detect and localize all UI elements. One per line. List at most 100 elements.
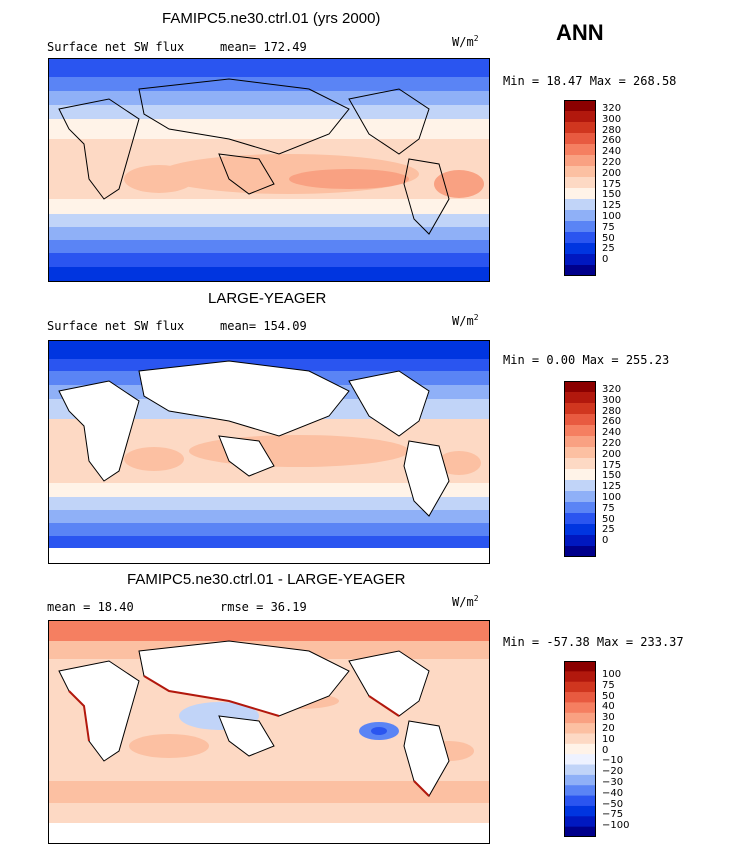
colorbar-tick-label: 220 xyxy=(602,157,622,168)
colorbar-swatch xyxy=(564,702,596,714)
colorbar-swatch xyxy=(564,243,596,255)
colorbar-swatch xyxy=(564,692,596,703)
panel-1-minmax: Min = 18.47 Max = 268.58 xyxy=(503,74,677,88)
colorbar-swatch xyxy=(564,144,596,156)
colorbar-swatch xyxy=(564,436,596,448)
panel-2-units: W/m2 xyxy=(452,313,479,328)
colorbar-swatch xyxy=(564,425,596,437)
colorbar-swatch xyxy=(564,826,596,837)
colorbar-swatch xyxy=(564,743,596,755)
colorbar-tick-label: 25 xyxy=(602,524,615,536)
colorbar-swatch xyxy=(564,661,596,672)
colorbar-swatch xyxy=(564,265,596,276)
panel-1-title: FAMIPC5.ne30.ctrl.01 (yrs 2000) xyxy=(162,10,381,27)
colorbar-swatch xyxy=(564,671,596,683)
colorbar-tick-label: 175 xyxy=(602,178,622,190)
colorbar-swatch xyxy=(564,122,596,134)
colorbar-swatch xyxy=(564,133,596,145)
colorbar-swatch xyxy=(564,458,596,470)
colorbar-swatch xyxy=(564,774,596,786)
colorbar-swatch xyxy=(564,447,596,459)
colorbar-swatch xyxy=(564,232,596,244)
colorbar-tick-label: 175 xyxy=(602,459,622,471)
colorbar-swatch xyxy=(564,469,596,481)
panel-1-map xyxy=(48,58,490,282)
colorbar-tick-label: 300 xyxy=(602,394,622,406)
panel-2-colorbar xyxy=(564,381,596,557)
colorbar-tick-label: 50 xyxy=(602,690,615,702)
colorbar-swatch xyxy=(564,414,596,426)
colorbar-tick-label: 100 xyxy=(602,669,622,680)
colorbar-tick-label: −10 xyxy=(602,755,624,767)
colorbar-tick-label: −40 xyxy=(602,787,624,799)
colorbar-tick-label: 25 xyxy=(602,243,615,255)
colorbar-tick-label: 30 xyxy=(602,712,615,724)
colorbar-swatch xyxy=(564,480,596,492)
colorbar-tick-label: 200 xyxy=(602,448,622,460)
colorbar-swatch xyxy=(564,524,596,536)
colorbar-tick-label: 50 xyxy=(602,513,615,525)
colorbar-tick-label: 150 xyxy=(602,189,622,201)
colorbar-swatch xyxy=(564,502,596,514)
colorbar-swatch xyxy=(564,177,596,189)
colorbar-swatch xyxy=(564,816,596,828)
colorbar-tick-label: 0 xyxy=(602,254,609,266)
colorbar-swatch xyxy=(564,535,596,547)
colorbar-swatch xyxy=(564,221,596,233)
panel-3-units: W/m2 xyxy=(452,594,479,609)
colorbar-swatch xyxy=(564,491,596,503)
colorbar-tick-label: 125 xyxy=(602,481,622,493)
colorbar-swatch xyxy=(564,513,596,525)
panel-2-field xyxy=(49,341,489,563)
colorbar-swatch xyxy=(564,210,596,222)
colorbar-tick-label: −30 xyxy=(602,777,624,788)
colorbar-tick-label: −20 xyxy=(602,766,624,778)
panel-1-colorbar xyxy=(564,100,596,276)
colorbar-tick-label: 75 xyxy=(602,502,615,514)
colorbar-swatch xyxy=(564,155,596,167)
panel-2-map xyxy=(48,340,490,564)
colorbar-tick-label: 320 xyxy=(602,384,622,395)
panel-3-title: FAMIPC5.ne30.ctrl.01 - LARGE-YEAGER xyxy=(127,571,406,588)
colorbar-tick-label: 240 xyxy=(602,427,622,439)
colorbar-swatch xyxy=(564,111,596,123)
colorbar-swatch xyxy=(564,795,596,807)
colorbar-swatch xyxy=(564,403,596,415)
colorbar-swatch xyxy=(564,805,596,817)
colorbar-swatch xyxy=(564,392,596,404)
colorbar-tick-label: 260 xyxy=(602,135,622,147)
colorbar-tick-label: 100 xyxy=(602,211,622,222)
colorbar-tick-label: 150 xyxy=(602,470,622,482)
colorbar-tick-label: 220 xyxy=(602,438,622,449)
colorbar-tick-label: 40 xyxy=(602,701,615,713)
colorbar-swatch xyxy=(564,381,596,393)
colorbar-tick-label: −75 xyxy=(602,809,624,821)
colorbar-swatch xyxy=(564,681,596,693)
colorbar-tick-label: 300 xyxy=(602,113,622,125)
colorbar-tick-label: 50 xyxy=(602,232,615,244)
panel-3-rmse: rmse = 36.19 xyxy=(220,600,307,614)
panel-1-mean: mean= 172.49 xyxy=(220,40,307,54)
colorbar-swatch xyxy=(564,100,596,112)
panel-2-minmax: Min = 0.00 Max = 255.23 xyxy=(503,353,670,367)
panel-3-minmax: Min = -57.38 Max = 233.37 xyxy=(503,635,684,649)
panel-1-field xyxy=(49,59,489,281)
colorbar-tick-label: 20 xyxy=(602,723,615,734)
colorbar-tick-label: 75 xyxy=(602,679,615,691)
colorbar-swatch xyxy=(564,166,596,178)
panel-3-colorbar xyxy=(564,661,596,837)
colorbar-tick-label: −100 xyxy=(602,820,630,832)
colorbar-tick-label: 0 xyxy=(602,535,609,547)
colorbar-tick-label: 0 xyxy=(602,744,609,756)
colorbar-swatch xyxy=(564,188,596,200)
colorbar-tick-label: 280 xyxy=(602,124,622,136)
panel-3-field xyxy=(49,621,489,843)
colorbar-tick-label: 10 xyxy=(602,733,615,745)
panel-2-title: LARGE-YEAGER xyxy=(208,290,327,307)
colorbar-swatch xyxy=(564,199,596,211)
colorbar-tick-label: 100 xyxy=(602,492,622,503)
panel-1-units: W/m2 xyxy=(452,34,479,49)
colorbar-tick-label: 125 xyxy=(602,200,622,212)
colorbar-swatch xyxy=(564,754,596,765)
colorbar-swatch xyxy=(564,785,596,796)
